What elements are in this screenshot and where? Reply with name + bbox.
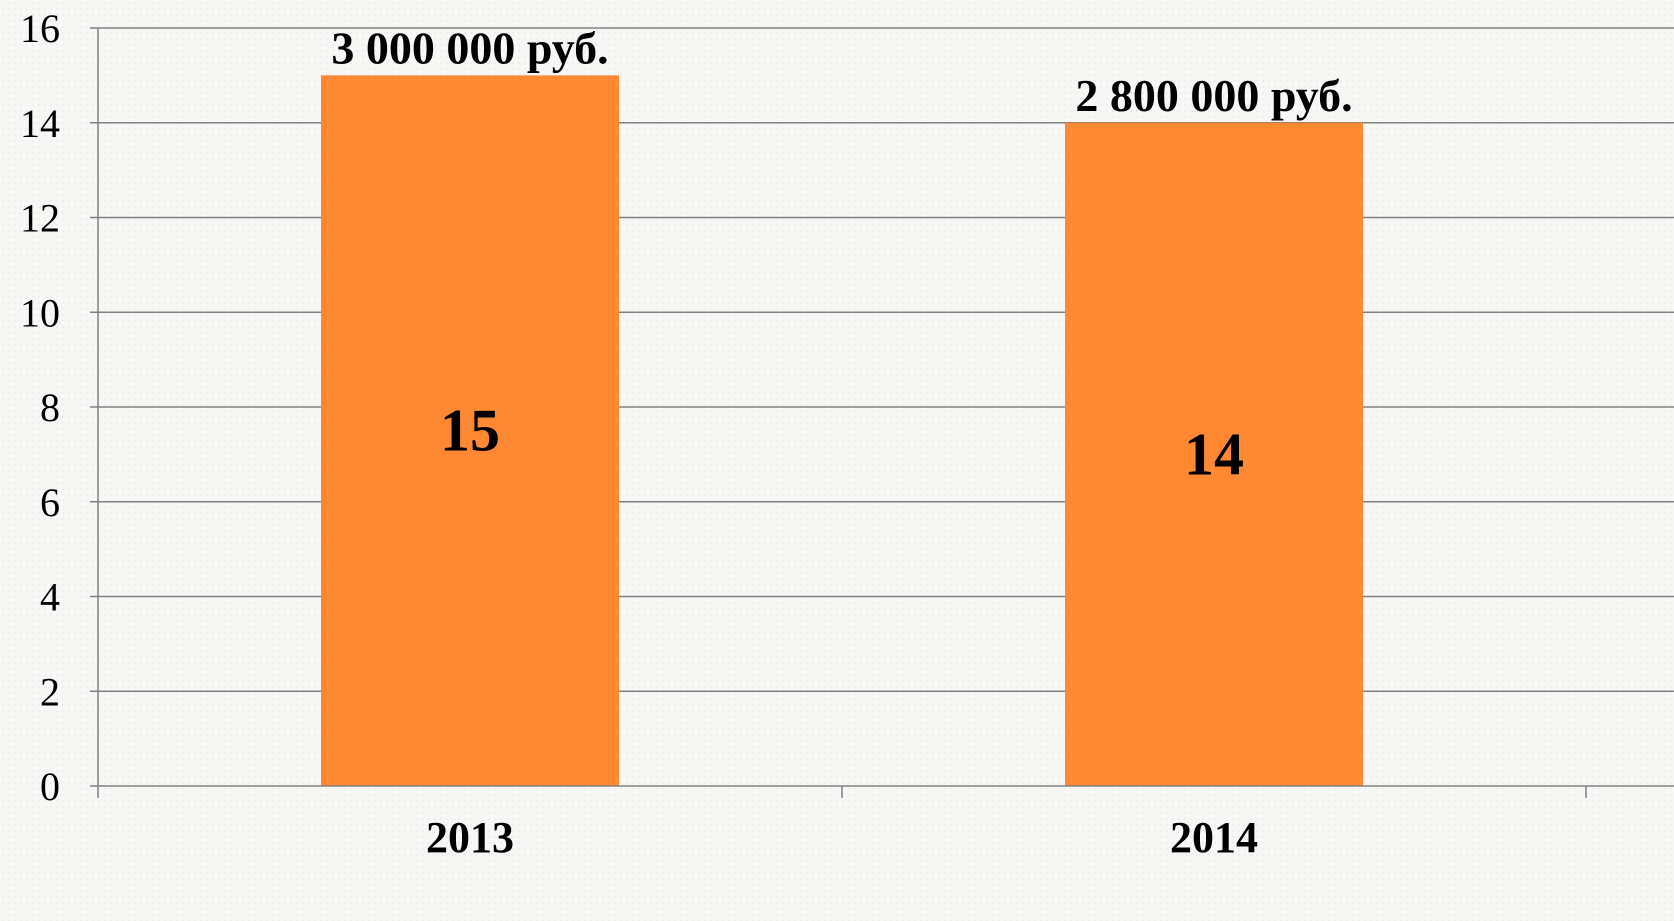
y-tick-label: 8 [40,385,60,430]
bar-value-label: 14 [1184,421,1244,487]
bars [321,75,1363,786]
bar-annotation: 2 800 000 руб. [1075,70,1352,121]
y-tick-label: 10 [20,290,60,335]
y-tick-label: 6 [40,480,60,525]
bar-value-label: 15 [440,398,500,464]
y-tick-label: 12 [20,196,60,241]
y-tick-label: 2 [40,669,60,714]
y-tick-label: 4 [40,575,60,620]
y-tick-label: 14 [20,101,60,146]
y-tick-label: 16 [20,6,60,51]
bar-annotation: 3 000 000 руб. [331,22,608,73]
y-tick-label: 0 [40,764,60,809]
labels: 0 2 4 6 8 10 12 14 16 15 3 000 000 руб. 2013 14 2 800… [20,6,1353,862]
x-tick-label: 2013 [426,813,514,862]
bar [321,75,619,786]
x-tick-label: 2014 [1170,813,1258,862]
axes [90,27,1674,798]
bar [1065,122,1363,786]
